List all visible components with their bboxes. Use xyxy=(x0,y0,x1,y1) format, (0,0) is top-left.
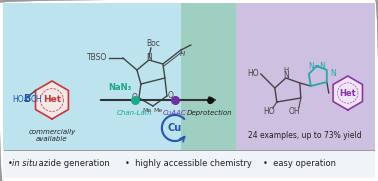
Text: HO: HO xyxy=(263,108,275,117)
Text: commercially
available: commercially available xyxy=(28,129,76,142)
Text: OH: OH xyxy=(31,95,42,104)
Text: Het: Het xyxy=(43,96,61,104)
Text: H: H xyxy=(180,51,185,57)
Text: Me: Me xyxy=(153,108,163,113)
Bar xyxy=(3,150,375,178)
Text: Deprotection: Deprotection xyxy=(187,110,233,116)
Text: N=N: N=N xyxy=(308,62,326,71)
Text: Chan-Lam: Chan-Lam xyxy=(117,110,153,116)
Text: HO: HO xyxy=(12,95,23,104)
Bar xyxy=(236,3,375,150)
Text: HO: HO xyxy=(247,70,259,79)
Text: N: N xyxy=(283,71,289,81)
Text: N: N xyxy=(330,70,336,79)
Text: O: O xyxy=(168,92,174,100)
Polygon shape xyxy=(36,81,68,119)
Text: NaN₃: NaN₃ xyxy=(108,83,132,92)
Text: •  highly accessible chemistry: • highly accessible chemistry xyxy=(125,159,252,169)
Text: N: N xyxy=(146,54,152,62)
Text: •: • xyxy=(8,159,18,169)
Polygon shape xyxy=(333,76,363,110)
Text: Het: Het xyxy=(339,89,356,98)
Text: in situ: in situ xyxy=(12,159,37,169)
Text: TBSO: TBSO xyxy=(87,54,107,62)
Text: O: O xyxy=(132,94,138,102)
Text: H: H xyxy=(283,67,288,73)
Text: Cu: Cu xyxy=(168,123,182,133)
Text: •  easy operation: • easy operation xyxy=(263,159,336,169)
Text: Me: Me xyxy=(142,108,152,113)
Text: 24 examples, up to 73% yield: 24 examples, up to 73% yield xyxy=(248,131,362,140)
Text: OH: OH xyxy=(289,108,301,117)
Text: azide generation: azide generation xyxy=(36,159,110,169)
Text: B: B xyxy=(23,94,30,104)
Bar xyxy=(3,3,181,150)
Text: CuAAC: CuAAC xyxy=(163,110,187,116)
Text: Boc: Boc xyxy=(146,39,160,49)
Bar xyxy=(181,3,236,150)
